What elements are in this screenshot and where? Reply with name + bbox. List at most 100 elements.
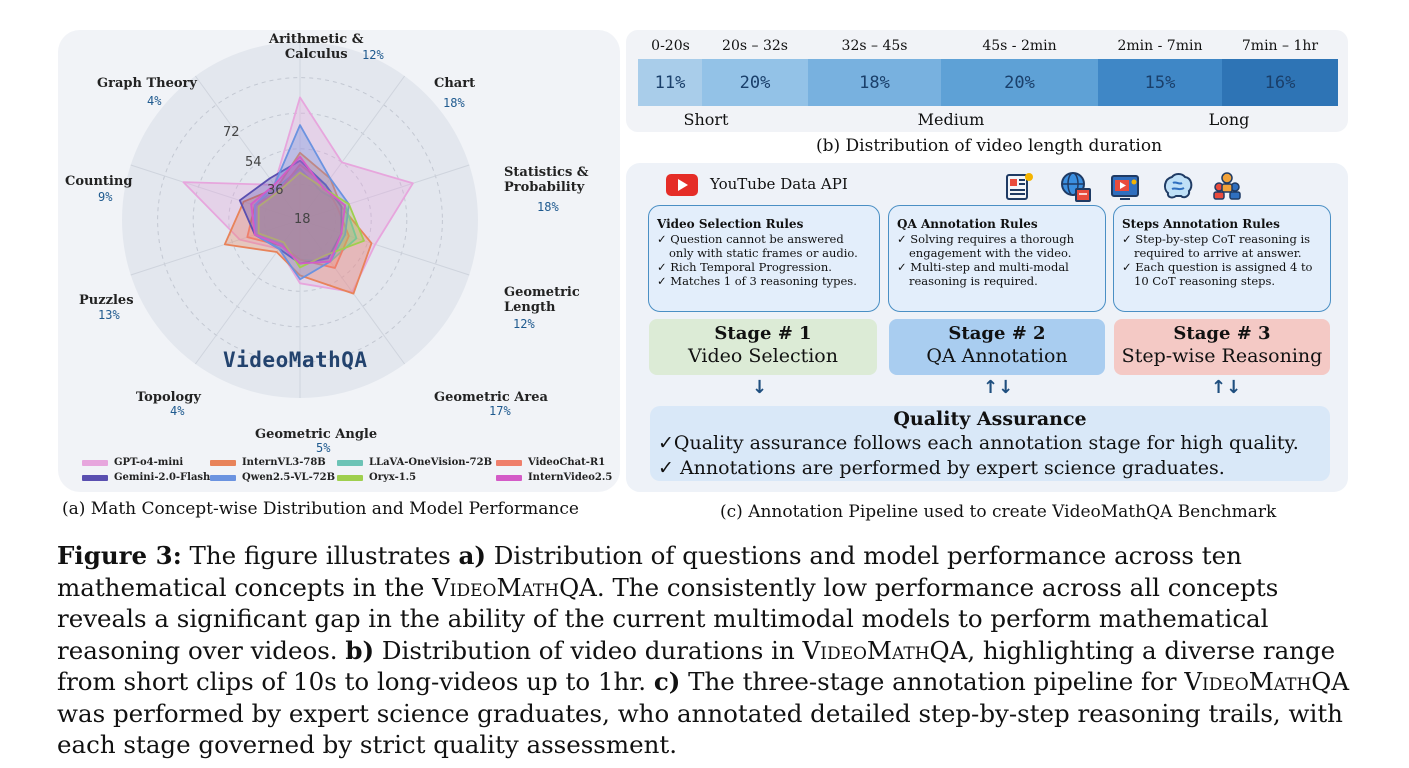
caption-text: The three-stage annotation pipeline for (680, 667, 1185, 696)
panel-a-caption: (a) Math Concept-wise Distribution and M… (62, 499, 579, 519)
legend-swatch (210, 459, 236, 466)
tick-label-54: 54 (245, 155, 262, 170)
duration-range-label: 20s – 32s (722, 38, 788, 54)
category-label-0: Arithmetic & Calculus (269, 32, 364, 62)
category-share-2: 18% (537, 200, 559, 214)
legend-swatch (210, 474, 236, 481)
legend-swatch (337, 459, 363, 466)
benchmark-name: VideoMathQA (432, 572, 597, 602)
quality-assurance-box: Quality Assurance ✓Quality assurance fol… (650, 406, 1330, 481)
tick-label-36: 36 (267, 183, 284, 198)
radar-series-internvideo2-5 (250, 155, 347, 265)
youtube-icon (666, 174, 698, 196)
legend-swatch (496, 459, 522, 466)
duration-range-label: 7min – 1hr (1241, 38, 1319, 54)
stage-title: Stage # 2 (948, 323, 1046, 344)
legend-item: Oryx-1.5 (337, 472, 416, 483)
duration-group-medium: Medium (917, 110, 985, 129)
duration-range-label: 2min - 7min (1117, 38, 1203, 54)
caption-text: was performed by expert science graduate… (57, 698, 1343, 760)
duration-range-label: 45s - 2min (982, 38, 1057, 54)
rule-line: ✓ Each question is assigned 4 to 10 CoT … (1122, 260, 1313, 288)
rule-line: ✓ Question cannot be answered only with … (657, 232, 858, 260)
category-share-7: 13% (98, 308, 120, 322)
legend-item: Gemini-2.0-Flash (82, 472, 210, 483)
video-tutorial-icon (1111, 175, 1139, 200)
radar-axis-line (299, 75, 406, 221)
category-label-7: Puzzles (79, 293, 134, 308)
category-share-5: 5% (316, 441, 331, 455)
rule-line: ✓ Matches 1 of 3 reasoning types. (657, 274, 857, 288)
category-share-0: 12% (362, 48, 384, 62)
legend-item: GPT-o4-mini (82, 457, 183, 468)
legend-swatch (82, 459, 108, 466)
stage-name: Step-wise Reasoning (1121, 345, 1323, 367)
tick-label-18: 18 (294, 212, 311, 227)
caption-text: . The consistently low performance acros… (57, 572, 1279, 665)
category-label-8: Counting (65, 174, 133, 189)
stage-name: QA Annotation (926, 345, 1068, 367)
caption-text: , highlighting a diverse range from shor… (57, 635, 1336, 697)
document-icon (1006, 173, 1033, 200)
legend-item: Qwen2.5-VL-72B (210, 472, 335, 483)
radar-axis-line (194, 219, 301, 365)
category-share-8: 9% (98, 190, 113, 204)
duration-group-long: Long (1208, 110, 1250, 129)
radar-axis-line (130, 164, 301, 221)
radar-axis-line (299, 164, 470, 221)
caption-text: The figure illustrates (181, 541, 459, 570)
radar-grid-ring (228, 148, 372, 292)
duration-group-short: Short (683, 110, 729, 129)
radar-axis-line (130, 219, 301, 276)
category-share-4: 17% (489, 404, 511, 418)
up-down-arrow-icon: ↑↓ (983, 377, 1014, 398)
legend-item: InternVideo2.5 (496, 472, 612, 483)
panel-b-caption: (b) Distribution of video length duratio… (816, 136, 1163, 156)
rule-line: ✓ Multi-step and multi-modal reasoning i… (897, 260, 1069, 288)
rule-title: Video Selection Rules (657, 217, 804, 231)
video-selection-rules: Video Selection Rules ✓ Question cannot … (648, 205, 880, 312)
youtube-api-label: YouTube Data API (710, 175, 848, 193)
category-label-4: Geometric Area (434, 390, 548, 405)
group-icon (1213, 172, 1241, 200)
radar-panel: Arithmetic & Calculus 12% Chart 18% Stat… (58, 30, 620, 492)
duration-range-label: 32s – 45s (841, 38, 908, 54)
rule-line: ✓ Rich Temporal Progression. (657, 260, 832, 274)
radar-axis-line (299, 219, 470, 276)
duration-bar-segment: 11% (638, 59, 702, 106)
category-label-9: Graph Theory (97, 76, 197, 91)
quality-assurance-line: ✓Quality assurance follows each annotati… (658, 432, 1299, 454)
radar-chart (122, 42, 478, 398)
category-share-1: 18% (443, 96, 465, 110)
rule-line: ✓ Step-by-step CoT reasoning is required… (1122, 232, 1311, 260)
stage-title: Stage # 3 (1173, 323, 1271, 344)
duration-bar-segment: 15% (1098, 59, 1222, 106)
category-label-3: Geometric Length (504, 285, 580, 315)
figure-caption: Figure 3: The figure illustrates a) Dist… (57, 540, 1357, 761)
duration-bar-segment: 20% (702, 59, 808, 106)
qa-annotation-rules: QA Annotation Rules ✓ Solving requires a… (888, 205, 1106, 312)
quality-assurance-line: ✓ Annotations are performed by expert sc… (658, 457, 1225, 479)
stage-1-box: Stage # 1 Video Selection (649, 319, 877, 375)
category-label-1: Chart (434, 76, 476, 91)
rule-title: Steps Annotation Rules (1122, 217, 1280, 231)
legend-swatch (82, 474, 108, 481)
radar-axis-line (194, 75, 301, 221)
globe-book-icon (1061, 172, 1091, 202)
duration-panel: 0-20s 20s – 32s 32s – 45s 45s - 2min 2mi… (626, 30, 1348, 132)
quality-assurance-title: Quality Assurance (893, 408, 1087, 430)
duration-bar-segment: 18% (808, 59, 941, 106)
steps-annotation-rules: Steps Annotation Rules ✓ Step-by-step Co… (1113, 205, 1331, 312)
caption-marker-a: a) (458, 541, 486, 570)
category-label-5: Geometric Angle (255, 427, 378, 442)
legend-item: VideoChat-R1 (496, 457, 605, 468)
legend-swatch (496, 474, 522, 481)
category-label-6: Topology (136, 390, 201, 405)
duration-range-label: 0-20s (651, 38, 690, 54)
down-arrow-icon: ↓ (752, 377, 768, 398)
benchmark-name: VideoMathQA (802, 635, 968, 665)
category-share-9: 4% (147, 94, 162, 108)
category-share-6: 4% (170, 404, 185, 418)
legend-item: InternVL3-78B (210, 457, 326, 468)
caption-marker-b: b) (345, 635, 375, 665)
